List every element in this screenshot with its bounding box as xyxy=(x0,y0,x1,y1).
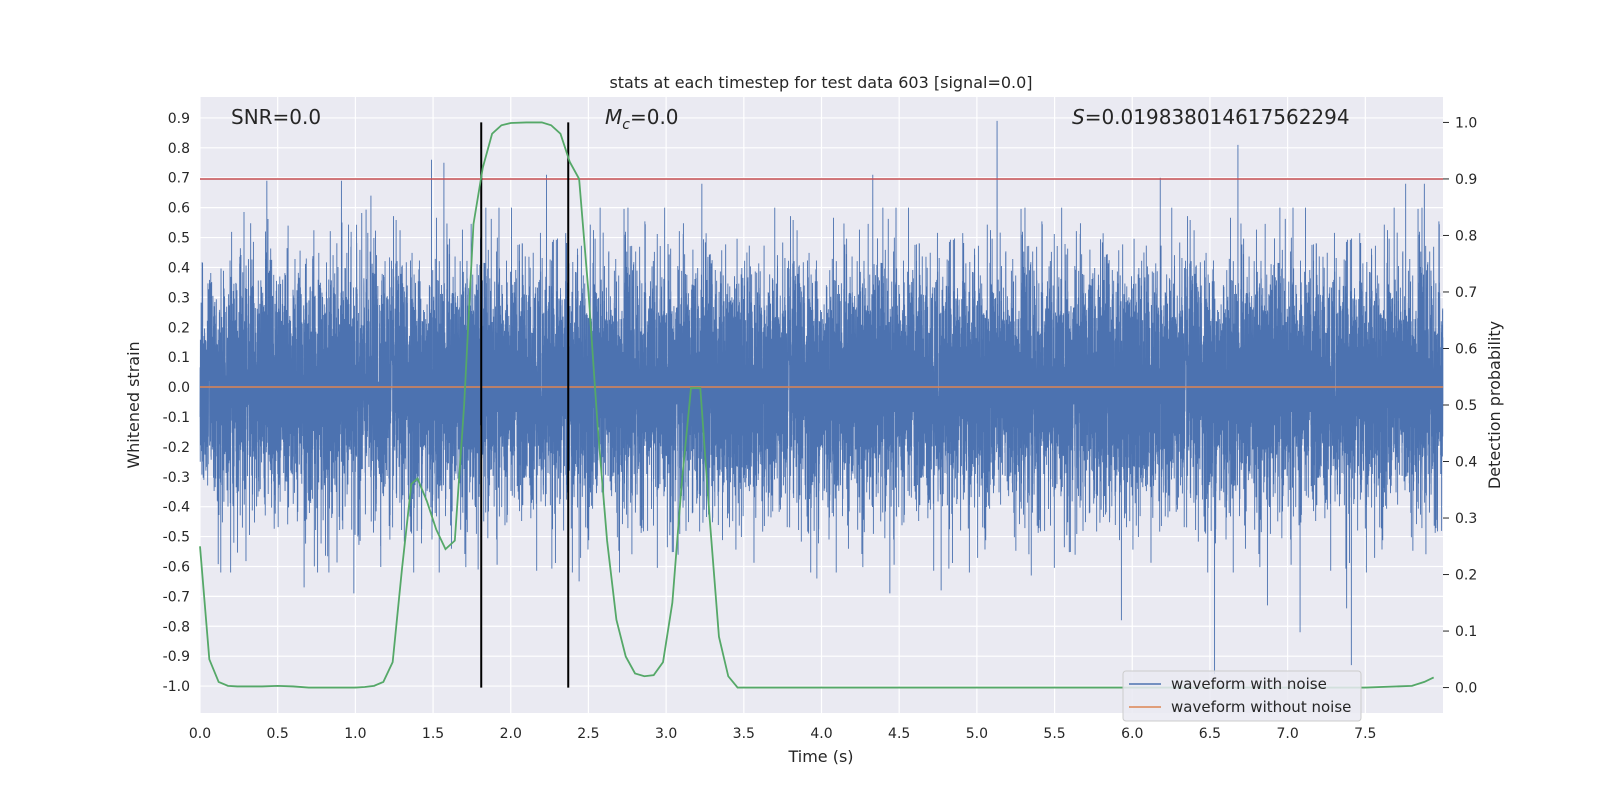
y-axis-label: Whitened strain xyxy=(124,341,143,468)
x-tick-label: 3.5 xyxy=(733,726,755,742)
detection-probability-line xyxy=(199,121,1435,689)
y2-tick-label: 0.1 xyxy=(1455,624,1477,640)
y-tick-label: 0.3 xyxy=(168,290,190,306)
y2-tick-label: 1.0 xyxy=(1455,115,1477,131)
y-tick-label: -0.7 xyxy=(163,589,190,605)
x-tick-label: 6.5 xyxy=(1199,726,1221,742)
x-tick-label: 2.5 xyxy=(577,726,599,742)
y-tick-label: 0.8 xyxy=(168,141,190,157)
event-markers xyxy=(480,122,570,688)
y-tick-label: -1.0 xyxy=(163,679,190,695)
chirp-mass-subscript: c xyxy=(622,117,630,133)
chirp-mass-annotation: Mc=0.0 xyxy=(605,105,679,133)
legend: waveform with noise waveform without noi… xyxy=(1122,670,1362,722)
y-tick-label: -0.4 xyxy=(163,500,190,516)
x-tick-label: 2.0 xyxy=(500,726,522,742)
x-tick-label: 0.5 xyxy=(267,726,289,742)
s-value: =0.019838014617562294 xyxy=(1085,105,1350,129)
x-tick-label: 6.0 xyxy=(1121,726,1143,742)
x-tick-label: 3.0 xyxy=(655,726,677,742)
waveform-with-noise-line xyxy=(199,120,1444,675)
legend-label-noise: waveform with noise xyxy=(1171,675,1327,693)
y-tick-label: -0.5 xyxy=(163,530,190,546)
y-tick-label: 0.5 xyxy=(168,231,190,247)
y2-tick-label: 0.9 xyxy=(1455,172,1477,188)
y-tick-label: 0.1 xyxy=(168,350,190,366)
snr-annotation: SNR=0.0 xyxy=(231,105,321,129)
y2-tick-label: 0.0 xyxy=(1455,681,1477,697)
y-tick-label: -0.9 xyxy=(163,649,190,665)
x-tick-label: 4.0 xyxy=(810,726,832,742)
chirp-mass-symbol: M xyxy=(605,105,622,129)
chart-title: stats at each timestep for test data 603… xyxy=(609,73,1032,92)
y-tick-label: -0.1 xyxy=(163,410,190,426)
series-waveform-with-noise xyxy=(199,120,1444,675)
s-annotation: S=0.019838014617562294 xyxy=(1072,105,1350,129)
x-tick-label: 7.0 xyxy=(1276,726,1298,742)
x-tick-label: 5.5 xyxy=(1043,726,1065,742)
x-axis-label: Time (s) xyxy=(787,747,853,766)
y2-tick-label: 0.3 xyxy=(1455,511,1477,527)
y2-tick-label: 0.2 xyxy=(1455,568,1477,584)
y-tick-label: 0.6 xyxy=(168,201,190,217)
x-tick-label: 4.5 xyxy=(888,726,910,742)
s-symbol: S xyxy=(1072,105,1085,129)
y-tick-label: -0.3 xyxy=(163,470,190,486)
y-tick-label: 0.7 xyxy=(168,171,190,187)
y2-tick-label: 0.5 xyxy=(1455,398,1477,414)
y-tick-label: 0.4 xyxy=(168,260,190,276)
x-tick-label: 5.0 xyxy=(966,726,988,742)
y2-axis-label: Detection probability xyxy=(1485,321,1504,489)
x-axis-ticks: 0.0 0.5 1.0 1.5 2.0 2.5 3.0 3.5 4.0 4.5 5.0 5.5 6.0 6… xyxy=(189,726,1377,742)
y-tick-label: -0.8 xyxy=(163,619,190,635)
y-tick-label: -0.2 xyxy=(163,440,190,456)
y-axis-ticks: 0.9 0.8 0.7 0.6 0.5 0.4 0.3 0.2 0.1 0.0 -0.1 -0.2 -0… xyxy=(163,111,190,695)
y2-axis-ticks: 0.0 0.1 0.2 0.3 0.4 0.5 0.6 0.7 0.8 0.9 1.0 xyxy=(1443,115,1477,697)
y-tick-label: 0.9 xyxy=(168,111,190,127)
y-tick-label: -0.6 xyxy=(163,559,190,575)
x-tick-label: 0.0 xyxy=(189,726,211,742)
y2-tick-label: 0.6 xyxy=(1455,341,1477,357)
y2-tick-label: 0.8 xyxy=(1455,228,1477,244)
legend-box xyxy=(1122,670,1362,722)
legend-label-clean: waveform without noise xyxy=(1171,698,1351,716)
y-tick-label: 0.2 xyxy=(168,320,190,336)
x-tick-label: 7.5 xyxy=(1354,726,1376,742)
y2-tick-label: 0.7 xyxy=(1455,285,1477,301)
y2-tick-label: 0.4 xyxy=(1455,455,1477,471)
x-tick-label: 1.5 xyxy=(422,726,444,742)
y-tick-label: 0.0 xyxy=(168,380,190,396)
chirp-mass-value: =0.0 xyxy=(630,105,679,129)
x-tick-label: 1.0 xyxy=(344,726,366,742)
